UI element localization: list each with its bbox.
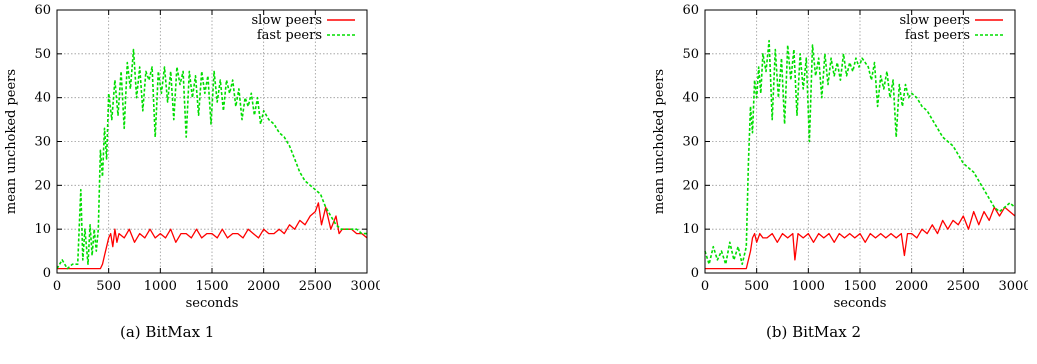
x-tick-label: 2500 [947,279,980,294]
x-tick-label: 2500 [299,279,332,294]
x-axis-label: seconds [834,296,887,311]
chart-panel-b: 0 500 1000 1500 2000 2500 3000 0 10 20 30 40 50 60 sec… [648,0,1028,364]
x-tick-label: 500 [96,279,121,294]
legend-label-slow: slow peers [899,13,970,28]
y-axis-label: mean unchoked peers [652,69,667,214]
y-tick-label: 50 [682,47,699,62]
x-tick-label: 2000 [247,279,280,294]
x-tick-label: 0 [701,279,709,294]
y-tick-label: 40 [34,91,51,106]
x-tick-label: 2000 [895,279,928,294]
y-tick-label: 50 [34,47,51,62]
chart-a: 0 500 1000 1500 2000 2500 3000 0 10 20 30 40 50 60 sec… [4,3,380,311]
caption-b: (b) BitMax 2 [766,323,861,341]
y-tick-label: 0 [43,266,51,281]
y-tick-label: 0 [691,266,699,281]
x-tick-label: 1500 [843,279,876,294]
y-axis-label: mean unchoked peers [4,69,19,214]
y-tick-label: 20 [682,178,699,193]
series-line-fast [56,48,367,270]
x-tick-label: 1500 [195,279,228,294]
series-line-fast [704,39,1016,266]
series-line-slow [705,206,1016,270]
chart-panel-a: 0 500 1000 1500 2000 2500 3000 0 10 20 30 40 50 60 sec… [0,0,380,364]
x-tick-label: 1000 [792,279,825,294]
chart-b: 0 500 1000 1500 2000 2500 3000 0 10 20 30 40 50 60 sec… [652,3,1028,311]
legend-label-fast: fast peers [257,28,322,43]
y-tick-label: 60 [682,3,699,18]
legend-label-slow: slow peers [251,13,322,28]
y-tick-label: 60 [34,3,51,18]
caption-a: (a) BitMax 1 [120,323,215,341]
y-tick-label: 40 [682,91,699,106]
y-tick-label: 30 [682,135,699,150]
x-tick-label: 3000 [350,279,380,294]
y-tick-label: 20 [34,178,51,193]
x-axis-label: seconds [186,296,239,311]
y-tick-label: 10 [682,222,699,237]
series-line-slow [57,202,368,270]
legend-label-fast: fast peers [905,28,970,43]
x-tick-label: 0 [53,279,61,294]
x-tick-label: 500 [744,279,769,294]
y-tick-label: 10 [34,222,51,237]
x-tick-label: 3000 [998,279,1028,294]
y-tick-label: 30 [34,135,51,150]
x-tick-label: 1000 [144,279,177,294]
